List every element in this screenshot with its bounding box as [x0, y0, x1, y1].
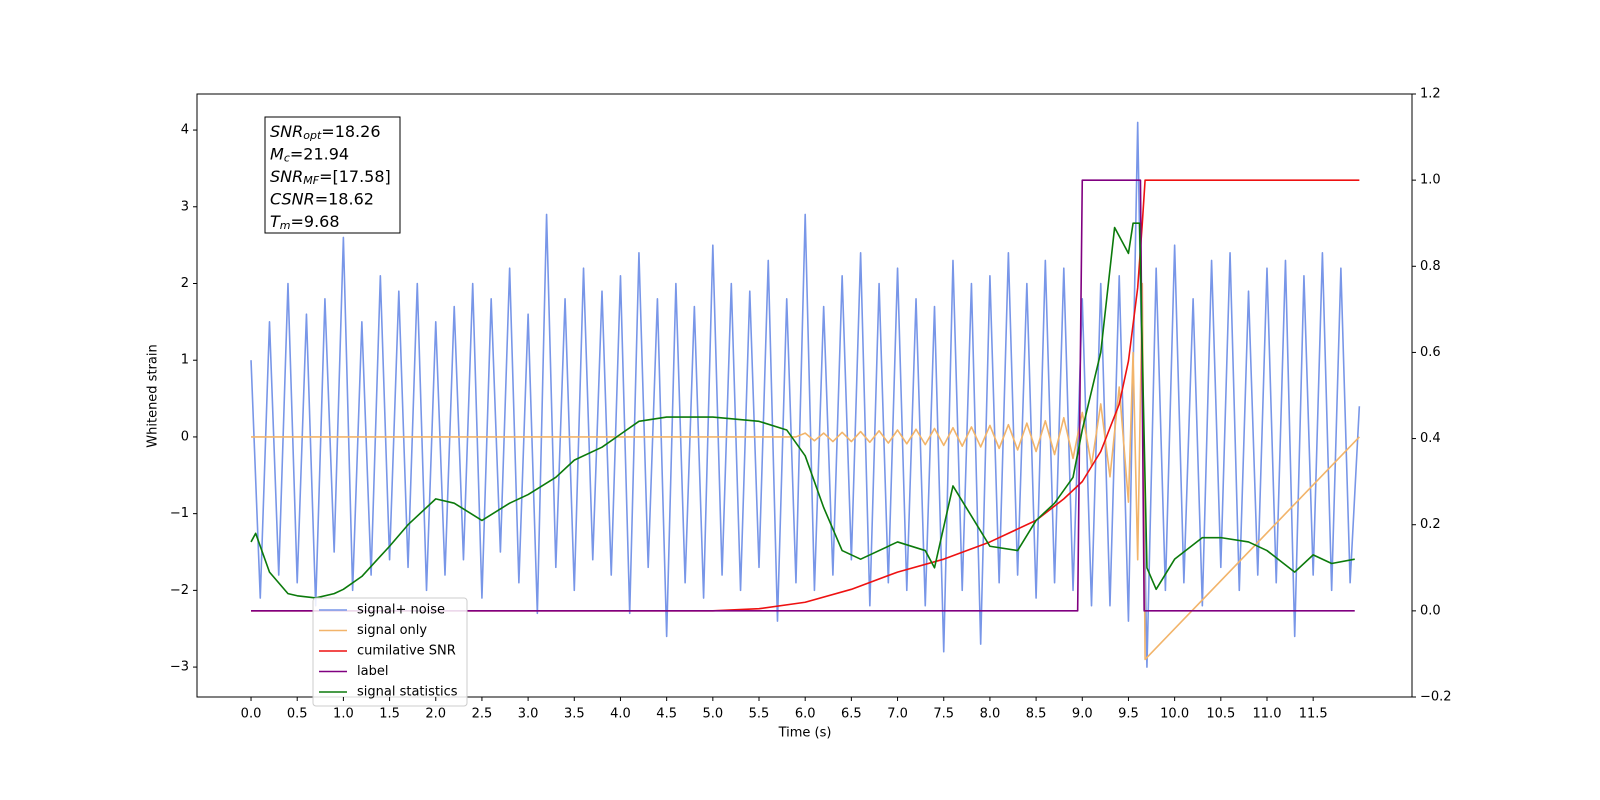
- legend-label: signal only: [357, 623, 427, 638]
- annotation-line: Tm=9.68: [270, 212, 340, 233]
- annotation-line: Mc=21.94: [270, 144, 349, 165]
- x-tick-label: 8.0: [980, 707, 1001, 722]
- annotation-value: =21.94: [290, 144, 349, 163]
- x-tick-label: 9.5: [1118, 707, 1139, 722]
- y2-tick-label: −0.2: [1420, 690, 1452, 705]
- y2-tick-label: 0.2: [1420, 517, 1441, 532]
- y-tick-label: −2: [170, 583, 189, 598]
- annotation-box: SNRopt=18.26Mc=21.94SNRMF=[17.58]CSNR=18…: [264, 116, 401, 234]
- x-tick-label: 3.0: [518, 707, 539, 722]
- annotation-sub: m: [280, 219, 291, 232]
- series-line: [250, 222, 1355, 599]
- annotation-sub: opt: [303, 129, 322, 142]
- x-tick-label: 7.5: [933, 707, 954, 722]
- annotation-sub: c: [284, 152, 290, 165]
- series-line: [250, 121, 1361, 668]
- legend-label: signal+ noise: [357, 603, 445, 618]
- annotation-name: T: [270, 212, 281, 231]
- x-tick-label: 10.0: [1160, 707, 1189, 722]
- series-line: [251, 179, 1360, 612]
- annotation-line: CSNR=18.62: [270, 189, 374, 208]
- y-axis-label: Whitened strain: [146, 344, 161, 447]
- y-tick-label: 4: [181, 123, 189, 138]
- legend-label: cumilative SNR: [357, 644, 456, 659]
- annotation-name: SNR: [270, 167, 303, 186]
- annotation-value: =[17.58]: [319, 167, 391, 186]
- x-axis-label: Time (s): [778, 726, 832, 741]
- annotation-value: =18.62: [315, 189, 374, 208]
- plot-area: [250, 121, 1361, 668]
- series-line: [251, 179, 1355, 612]
- annotation-line: SNRopt=18.26: [270, 122, 381, 143]
- y-tick-label: 2: [181, 276, 189, 291]
- x-tick-label: 11.5: [1299, 707, 1328, 722]
- annotation-name: SNR: [270, 122, 303, 141]
- x-tick-label: 6.5: [841, 707, 862, 722]
- x-tick-label: 0.5: [287, 707, 308, 722]
- x-tick-label: 6.0: [795, 707, 816, 722]
- x-tick-label: 4.5: [656, 707, 677, 722]
- x-tick-label: 5.0: [702, 707, 723, 722]
- x-tick-label: 5.5: [749, 707, 770, 722]
- x-tick-label: 7.0: [887, 707, 908, 722]
- x-tick-label: 10.5: [1206, 707, 1235, 722]
- y2-tick-label: 1.0: [1420, 173, 1441, 188]
- annotation-value: =18.26: [321, 122, 380, 141]
- annotation-name: CSNR: [270, 189, 315, 208]
- x-tick-label: 0.0: [241, 707, 262, 722]
- y2-tick-label: 0.8: [1420, 259, 1441, 274]
- x-tick-label: 4.0: [610, 707, 631, 722]
- annotation-line: SNRMF=[17.58]: [270, 167, 391, 188]
- y-tick-label: 1: [181, 353, 189, 368]
- x-tick-label: 9.0: [1072, 707, 1093, 722]
- axes-frame: [196, 93, 1413, 698]
- y-tick-label: 0: [181, 429, 189, 444]
- x-tick-label: 3.5: [564, 707, 585, 722]
- y-tick-label: −3: [170, 660, 189, 675]
- legend-frame: [312, 597, 468, 707]
- annotation-frame: [264, 116, 401, 234]
- annotation-name: M: [270, 144, 284, 163]
- y2-tick-label: 1.2: [1420, 87, 1441, 102]
- x-tick-label: 1.5: [379, 707, 400, 722]
- x-tick-label: 1.0: [333, 707, 354, 722]
- legend-label: label: [357, 664, 388, 679]
- annotation-sub: MF: [303, 174, 319, 187]
- legend-label: signal statistics: [357, 685, 458, 700]
- y-tick-label: −1: [170, 506, 189, 521]
- x-tick-label: 8.5: [1026, 707, 1047, 722]
- legend: signal+ noise signal only cumilative SNR la…: [312, 597, 468, 707]
- y2-tick-label: 0.0: [1420, 603, 1441, 618]
- y2-tick-label: 0.4: [1420, 431, 1441, 446]
- x-tick-label: 2.0: [425, 707, 446, 722]
- annotation-value: =9.68: [291, 212, 340, 231]
- x-tick-label: 2.5: [472, 707, 493, 722]
- y-tick-label: 3: [181, 199, 189, 214]
- x-tick-label: 11.0: [1253, 707, 1282, 722]
- y2-tick-label: 0.6: [1420, 345, 1441, 360]
- series-line: [251, 282, 1360, 661]
